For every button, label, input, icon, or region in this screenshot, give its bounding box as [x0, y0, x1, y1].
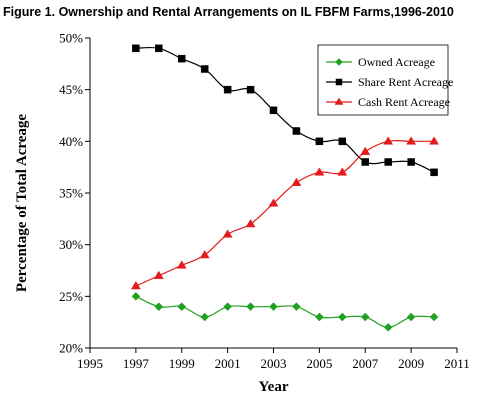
- data-point-cash-rent-acreage: [360, 146, 371, 155]
- series-line-owned-acreage: [135, 295, 435, 328]
- data-point-owned-acreage: [177, 302, 187, 312]
- data-point-owned-acreage: [131, 291, 141, 301]
- x-tick-label: 1999: [169, 356, 195, 371]
- series-share-rent-acreage: [132, 44, 438, 177]
- data-point-cash-rent-acreage: [337, 167, 348, 176]
- y-tick-label: 25%: [59, 289, 83, 304]
- data-point-share-rent-acreage: [292, 127, 301, 135]
- x-tick-label: 2007: [352, 356, 379, 371]
- x-tick-label: 2011: [444, 356, 470, 371]
- data-point-share-rent-acreage: [155, 44, 163, 53]
- data-point-share-rent-acreage: [407, 158, 415, 166]
- data-point-share-rent-acreage: [223, 85, 232, 94]
- data-point-owned-acreage: [315, 312, 324, 322]
- y-axis-title: Percentage of Total Acreage: [14, 114, 30, 292]
- data-point-cash-rent-acreage: [291, 177, 302, 186]
- data-point-share-rent-acreage: [246, 85, 255, 94]
- legend-marker: [334, 97, 344, 105]
- legend-item-owned-acreage: Owned Acreage: [326, 55, 435, 69]
- data-point-share-rent-acreage: [269, 106, 278, 115]
- legend-label: Owned Acreage: [358, 55, 435, 69]
- data-point-share-rent-acreage: [361, 158, 369, 166]
- data-point-cash-rent-acreage: [314, 167, 325, 176]
- data-point-cash-rent-acreage: [176, 260, 187, 269]
- legend-item-share-rent-acreage: Share Rent Acreage: [326, 75, 453, 89]
- series-owned-acreage: [131, 291, 439, 332]
- chart-series: [130, 44, 440, 332]
- chart-legend: Owned Acreage Share Rent Acreage Cash Rent…: [317, 44, 453, 116]
- data-point-cash-rent-acreage: [383, 136, 394, 145]
- data-point-share-rent-acreage: [178, 54, 186, 63]
- data-point-owned-acreage: [360, 312, 370, 322]
- x-tick-label: 2003: [261, 356, 287, 371]
- data-point-cash-rent-acreage: [199, 250, 210, 259]
- data-point-owned-acreage: [269, 302, 278, 312]
- legend-item-cash-rent-acreage: Cash Rent Acreage: [326, 95, 450, 109]
- series-cash-rent-acreage: [130, 136, 440, 290]
- data-point-share-rent-acreage: [430, 168, 438, 177]
- data-point-share-rent-acreage: [384, 158, 392, 166]
- data-point-owned-acreage: [292, 302, 301, 312]
- y-tick-label: 20%: [59, 341, 83, 356]
- y-tick-label: 45%: [59, 82, 83, 97]
- x-tick-label: 1997: [123, 356, 150, 371]
- figure-title: Figure 1. Ownership and Rental Arrangeme…: [3, 5, 454, 19]
- data-point-owned-acreage: [429, 312, 439, 322]
- data-point-cash-rent-acreage: [268, 198, 279, 207]
- data-point-cash-rent-acreage: [153, 270, 164, 279]
- y-tick-label: 50%: [59, 31, 83, 46]
- y-tick-label: 30%: [59, 237, 83, 252]
- data-point-owned-acreage: [223, 302, 232, 312]
- data-point-cash-rent-acreage: [130, 281, 141, 290]
- data-point-share-rent-acreage: [315, 137, 324, 146]
- legend-label: Share Rent Acreage: [358, 75, 453, 89]
- data-point-share-rent-acreage: [132, 44, 140, 53]
- y-tick-label: 40%: [59, 134, 83, 149]
- legend-marker: [335, 58, 343, 66]
- x-axis-title: Year: [259, 379, 289, 395]
- data-point-owned-acreage: [154, 302, 164, 312]
- legend-label: Cash Rent Acreage: [358, 95, 450, 109]
- data-point-owned-acreage: [200, 312, 210, 322]
- data-point-cash-rent-acreage: [429, 136, 440, 145]
- data-point-share-rent-acreage: [338, 137, 347, 146]
- data-point-owned-acreage: [246, 302, 255, 312]
- data-point-cash-rent-acreage: [406, 136, 417, 145]
- data-point-owned-acreage: [383, 322, 393, 332]
- data-point-cash-rent-acreage: [222, 229, 233, 238]
- x-tick-label: 1995: [77, 356, 103, 371]
- x-tick-label: 2005: [306, 356, 332, 371]
- data-point-share-rent-acreage: [200, 65, 209, 73]
- chart-axes: 20% 25% 30% 35% 40% 45% 50% 1995 1997 1999 2001 200…: [59, 31, 470, 372]
- x-tick-label: 2009: [398, 356, 424, 371]
- data-point-owned-acreage: [406, 312, 416, 322]
- y-tick-label: 35%: [59, 186, 83, 201]
- data-point-owned-acreage: [337, 312, 347, 322]
- data-point-cash-rent-acreage: [245, 219, 256, 228]
- legend-marker: [335, 78, 343, 86]
- x-tick-label: 2001: [215, 356, 241, 371]
